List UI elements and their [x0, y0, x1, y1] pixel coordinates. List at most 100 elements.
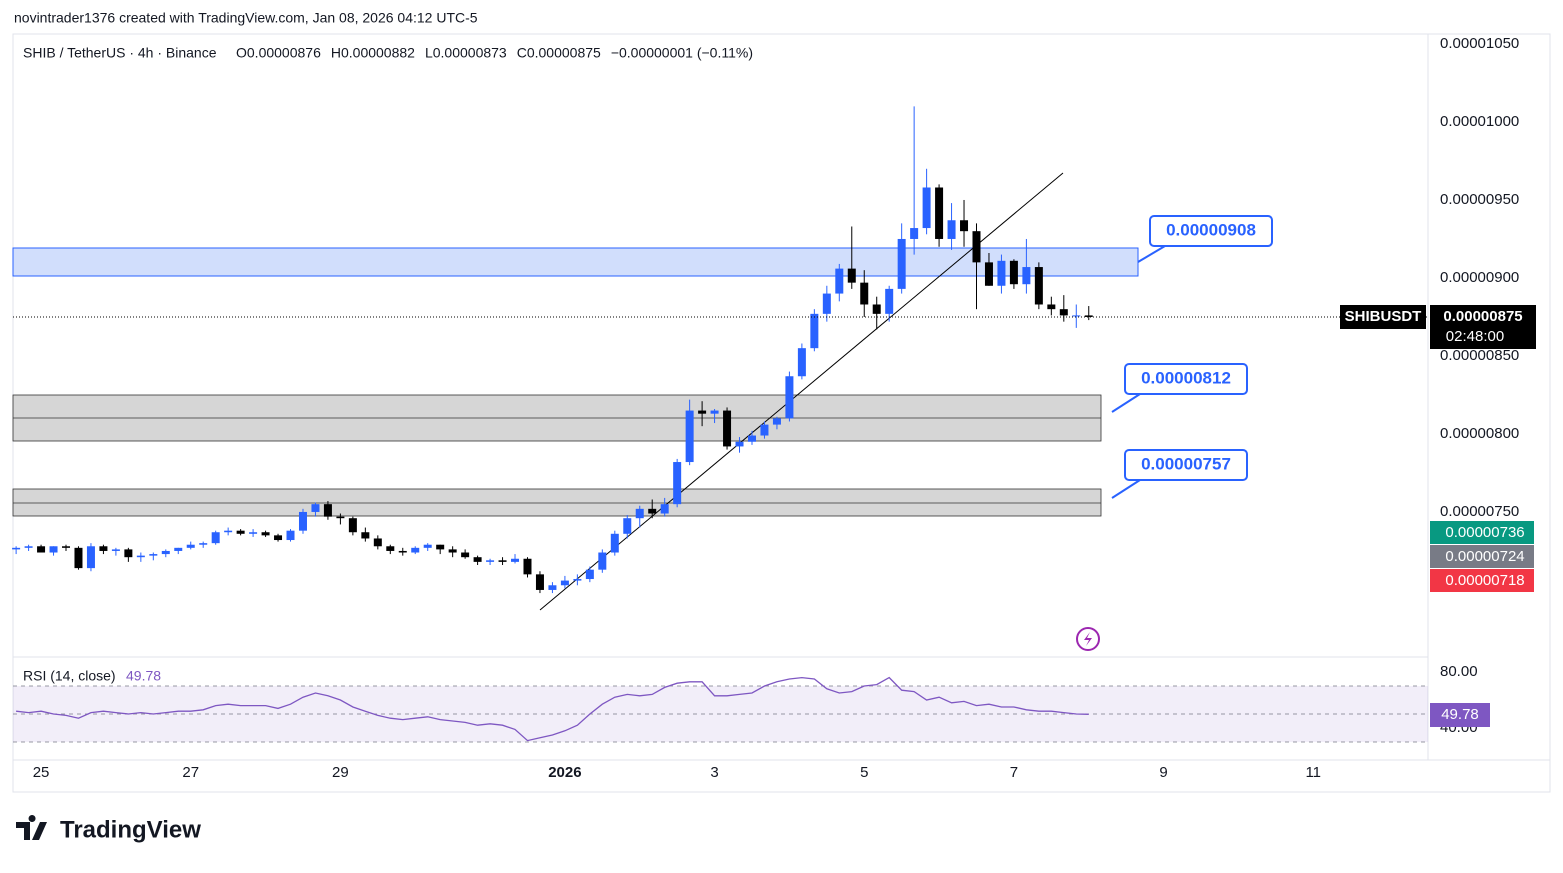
callout-label: 0.00000757 — [1141, 454, 1231, 473]
candle-body — [660, 504, 669, 514]
x-tick-label: 25 — [33, 764, 50, 781]
candle-body — [1059, 309, 1068, 316]
candle-body — [897, 238, 906, 289]
candle-body — [423, 544, 432, 548]
y-tick-label: 0.00001000 — [1440, 113, 1519, 130]
candle-body — [1034, 267, 1043, 305]
candle-body — [149, 554, 158, 556]
callout: 0.00000757 — [1111, 449, 1248, 499]
candle-body — [298, 511, 307, 531]
support-zone — [12, 488, 1102, 517]
symbol-tag-label: SHIBUSDT — [1345, 308, 1422, 325]
symbol-tag — [1340, 305, 1426, 329]
callout: 0.00000908 — [1137, 215, 1273, 263]
alert-bolt — [1084, 632, 1092, 646]
candle-body — [648, 508, 657, 514]
x-tick-label: 3 — [710, 764, 718, 781]
candle-body — [560, 580, 569, 586]
candle-body — [922, 187, 931, 229]
x-tick-label: 9 — [1159, 764, 1167, 781]
candle-body — [174, 547, 183, 551]
candle-body — [698, 410, 707, 414]
credit: novintrader1376 created with TradingView… — [14, 10, 478, 26]
candle-body — [822, 293, 831, 314]
rsi-value-tag — [1430, 703, 1490, 727]
x-tick-label: 5 — [860, 764, 868, 781]
legend-symbol: SHIB / TetherUS · 4h · Binance — [23, 45, 217, 61]
candle-body — [386, 546, 395, 551]
x-tick-label: 11 — [1305, 764, 1321, 781]
candle-body — [523, 558, 532, 575]
y-tick-label: 0.00000750 — [1440, 503, 1519, 520]
legend-ohlc: O 0.00000876 H 0.00000882 L 0.00000873 C 0.0000… — [236, 45, 753, 61]
candle-body — [323, 504, 332, 517]
price-tag — [1430, 545, 1534, 568]
candle-body — [673, 462, 682, 505]
callout-label: 0.00000812 — [1141, 368, 1231, 387]
marks: 0.00001050 0.00001000 0.00000950 0.00000900… — [12, 35, 1519, 781]
brand: TradingView — [60, 816, 201, 843]
rsi-tick-label: 80.00 — [1440, 663, 1478, 680]
candle-body — [373, 538, 382, 547]
last-price: 0.00000875 — [1443, 308, 1522, 325]
legend-key: C — [517, 45, 527, 61]
candle-body — [885, 288, 894, 314]
candle-body — [411, 547, 420, 553]
legend-key: O — [236, 45, 247, 61]
candle-body — [623, 518, 632, 534]
price-tag — [1430, 569, 1534, 592]
last-price-tag — [1430, 305, 1536, 349]
candle-body — [598, 552, 607, 570]
y-tick-label: 0.00000800 — [1440, 425, 1519, 442]
candle-body — [336, 516, 345, 519]
y-tick-label: 0.00000950 — [1440, 191, 1519, 208]
candle-body — [747, 435, 756, 442]
candle-body — [436, 544, 445, 550]
candle-body — [261, 532, 270, 536]
candle-body — [86, 546, 95, 569]
price-tag — [1430, 521, 1534, 544]
candle-body — [486, 560, 495, 562]
candle-body — [860, 282, 869, 305]
countdown: 02:48:00 — [1446, 328, 1504, 345]
candle-body — [960, 220, 969, 232]
candle-body — [224, 530, 233, 533]
candle-body — [511, 558, 520, 562]
candle-body — [635, 508, 644, 519]
resistance-zone — [12, 247, 1139, 277]
candle-body — [997, 260, 1006, 286]
candle-body — [1084, 315, 1093, 317]
y-tick-label: 0.00000850 — [1440, 347, 1519, 364]
candle-body — [348, 518, 357, 533]
candle-body — [37, 546, 46, 553]
candle-body — [74, 547, 83, 569]
legend-change: −0.00000001 (−0.11%) — [611, 45, 753, 61]
candle-body — [398, 550, 407, 553]
y-tick-label: 0.00000900 — [1440, 269, 1519, 286]
candle-body — [461, 552, 470, 558]
candle-body — [935, 187, 944, 239]
y-tick-label: 0.00001050 — [1440, 35, 1519, 52]
rsi-value-tag-label: 49.78 — [1441, 706, 1479, 723]
legend-value: 0.00000873 — [433, 45, 507, 61]
alert-icon[interactable] — [1076, 627, 1100, 651]
candle-body — [735, 441, 744, 447]
price-tag-label: 0.00000736 — [1445, 524, 1524, 541]
callout: 0.00000812 — [1111, 363, 1248, 413]
candle-body — [186, 544, 195, 548]
candle-body — [835, 268, 844, 294]
x-tick-label: 2026 — [548, 764, 581, 781]
candle-body — [1047, 304, 1056, 310]
callout-label: 0.00000908 — [1166, 220, 1256, 239]
candle-body — [573, 579, 582, 581]
candle-body — [199, 543, 208, 545]
candle-body — [12, 547, 21, 550]
candle-body — [984, 262, 993, 286]
candle-body — [211, 532, 220, 544]
candle-body — [124, 549, 133, 558]
candle-body — [772, 418, 781, 425]
candle-body — [810, 313, 819, 349]
candle-body — [99, 546, 108, 551]
